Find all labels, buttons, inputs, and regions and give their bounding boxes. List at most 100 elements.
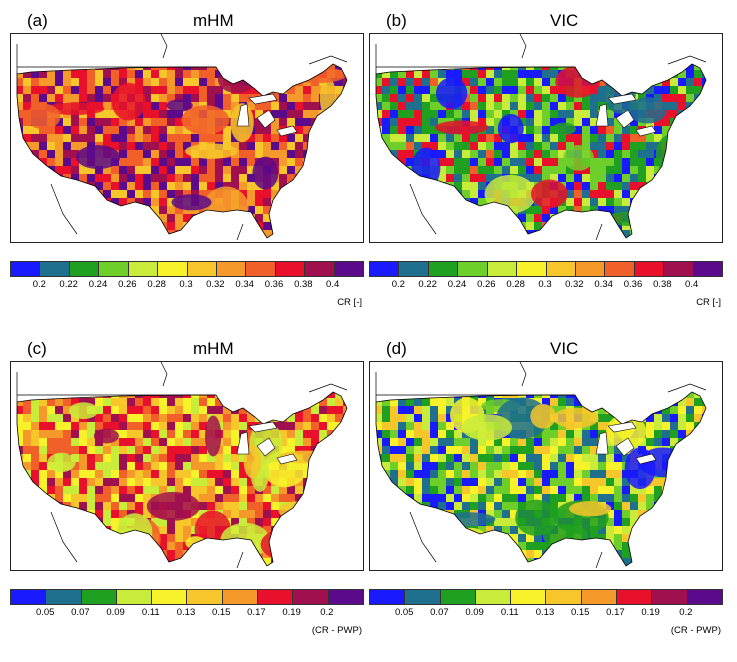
- colorbar-tick-label: 0.24: [88, 279, 108, 290]
- colorbar-swatch: [370, 590, 406, 604]
- colorbar-swatch: [581, 590, 618, 604]
- colorbar-swatch: [328, 590, 363, 604]
- panel-title: VIC: [550, 11, 579, 30]
- colorbar-swatch: [99, 262, 129, 276]
- colorbar-swatch: [69, 262, 100, 276]
- map-plot: [16, 34, 348, 241]
- colorbar-unit: (CR - PWP): [311, 625, 362, 636]
- colorbar-swatch: [258, 590, 294, 604]
- colorbar-swatch: [693, 262, 723, 276]
- colorbar-swatch: [187, 262, 217, 276]
- colorbar-tick-label: 0.38: [653, 279, 672, 290]
- colorbar-swatch: [634, 262, 665, 276]
- map-field: [376, 64, 706, 238]
- map-frame: [369, 33, 723, 243]
- colorbar-swatch: [116, 590, 153, 604]
- neighbor-coastline: [16, 362, 348, 569]
- colorbar-tick-label: 0.11: [500, 607, 519, 618]
- panel-title: VIC: [550, 339, 579, 358]
- coastline: [16, 63, 348, 239]
- colorbar-swatch: [216, 262, 247, 276]
- colorbar-swatch: [46, 590, 82, 604]
- colorbar-swatch: [158, 262, 188, 276]
- colorbar-ticks: 0.05 0.07 0.09 0.11 0.13 0.15 0.17 0.19 0.2: [369, 607, 721, 619]
- colorbar-ticks: 0.2 0.22 0.24 0.26 0.28 0.3 0.32 0.34 0.36 0.38 0.…: [10, 279, 362, 291]
- panel-title: mHM: [193, 11, 234, 30]
- colorbar-unit: (CR - PWP): [670, 625, 721, 636]
- colorbar-tick-label: 0.17: [247, 607, 266, 618]
- colorbar-swatch: [40, 262, 70, 276]
- colorbar-tick-label: 0.26: [118, 279, 137, 290]
- colorbar-tick-label: 0.38: [294, 279, 313, 290]
- colorbar-tick-label: 0.3: [538, 279, 552, 290]
- colorbar-tick-label: 0.15: [211, 607, 231, 618]
- neighbor-coastline: [375, 34, 707, 241]
- colorbar-tick-label: 0.2: [320, 607, 334, 618]
- colorbar-swatch: [546, 590, 582, 604]
- colorbar-swatch: [81, 590, 117, 604]
- panel-tag: (c): [27, 339, 47, 358]
- colorbar-tick-label: 0.09: [106, 607, 125, 618]
- great-lakes: [595, 421, 657, 465]
- colorbar-tick-label: 0.09: [465, 607, 484, 618]
- colorbar: [10, 589, 364, 605]
- coastline: [375, 391, 707, 567]
- panel-title: mHM: [193, 339, 234, 358]
- colorbar-tick-label: 0.07: [430, 607, 449, 618]
- map-plot: [16, 362, 348, 569]
- colorbar-swatch: [652, 590, 688, 604]
- colorbar-swatch: [334, 262, 364, 276]
- colorbar-swatch: [440, 590, 476, 604]
- map-frame: [369, 361, 723, 571]
- colorbar-tick-label: 0.19: [282, 607, 301, 618]
- colorbar-tick-label: 0.34: [594, 279, 613, 290]
- great-lakes: [595, 93, 657, 137]
- colorbar-tick-label: 0.24: [447, 279, 467, 290]
- colorbar-swatch: [428, 262, 459, 276]
- colorbar-swatch: [11, 262, 41, 276]
- colorbar-swatch: [222, 590, 259, 604]
- colorbar-tick-label: 0.11: [141, 607, 160, 618]
- colorbar-tick-label: 0.36: [623, 279, 643, 290]
- colorbar-tick-label: 0.32: [206, 279, 225, 290]
- colorbar-swatch: [546, 262, 576, 276]
- colorbar-tick-label: 0.3: [179, 279, 193, 290]
- colorbar-swatch: [246, 262, 276, 276]
- colorbar-unit: CR [-]: [337, 297, 362, 308]
- map-frame: [10, 33, 364, 243]
- colorbar-tick-label: 0.07: [71, 607, 90, 618]
- coastline: [16, 391, 348, 567]
- map-plot: [375, 362, 707, 569]
- map-field: [376, 392, 706, 566]
- colorbar-swatch: [305, 262, 335, 276]
- colorbar-tick-label: 0.17: [606, 607, 625, 618]
- colorbar-ticks: 0.2 0.22 0.24 0.26 0.28 0.3 0.32 0.34 0.36 0.38 0.…: [369, 279, 721, 291]
- map-plot: [375, 34, 707, 241]
- map-panel: (c) mHM 0.05 0.07 0.09 0.11 0.13 0.15 0.17 0.19 0.…: [10, 328, 364, 648]
- colorbar-tick-label: 0.2: [679, 607, 693, 618]
- great-lakes: [236, 421, 298, 465]
- panel-tag: (b): [386, 11, 407, 30]
- colorbar-tick-label: 0.28: [147, 279, 166, 290]
- map-panel: (d) VIC 0.05 0.07 0.09 0.11 0.13 0.15 0.17 0.19 0.…: [369, 328, 723, 648]
- colorbar-swatch: [128, 262, 159, 276]
- colorbar-swatch: [575, 262, 606, 276]
- colorbar-tick-label: 0.32: [565, 279, 584, 290]
- panel-tag: (a): [27, 11, 48, 30]
- colorbar-swatch: [605, 262, 635, 276]
- colorbar: [10, 261, 364, 277]
- colorbar-tick-label: 0.19: [641, 607, 660, 618]
- colorbar-tick-label: 0.4: [326, 279, 340, 290]
- colorbar-swatch: [187, 590, 223, 604]
- map-field: [17, 392, 347, 566]
- colorbar-swatch: [475, 590, 512, 604]
- colorbar-tick-label: 0.34: [235, 279, 254, 290]
- colorbar-swatch: [617, 590, 653, 604]
- map-panel: (a) mHM 0.2 0.22 0.24 0.26 0.28 0.3 0.32 0.34 0.36…: [10, 0, 364, 320]
- colorbar-ticks: 0.05 0.07 0.09 0.11 0.13 0.15 0.17 0.19 0.2: [10, 607, 362, 619]
- colorbar-swatch: [293, 590, 329, 604]
- map-field: [17, 64, 347, 238]
- colorbar-swatch: [370, 262, 400, 276]
- colorbar-tick-label: 0.22: [418, 279, 437, 290]
- great-lakes: [236, 93, 298, 137]
